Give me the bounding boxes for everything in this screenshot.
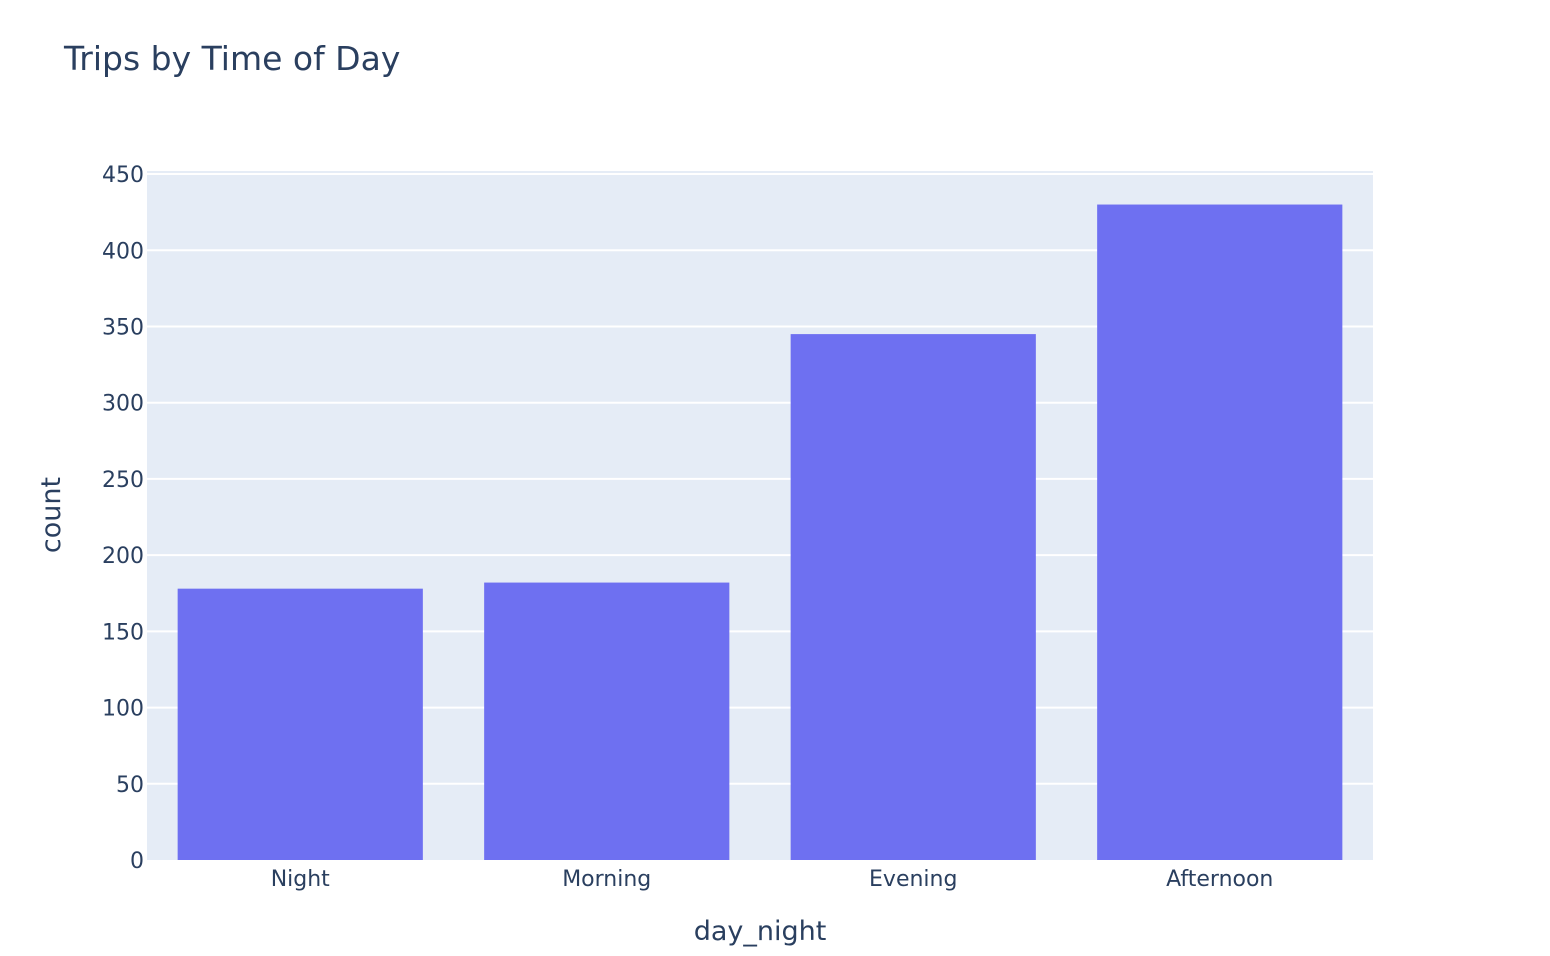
x-axis-title: day_night bbox=[694, 916, 827, 947]
y-tick-label: 100 bbox=[102, 697, 144, 722]
chart-title: Trips by Time of Day bbox=[63, 39, 400, 78]
y-tick-label: 250 bbox=[102, 468, 144, 493]
y-axis-title: count bbox=[36, 477, 67, 553]
y-tick-label: 450 bbox=[102, 163, 144, 188]
x-tick-label: Night bbox=[271, 867, 330, 892]
x-tick-label: Morning bbox=[562, 867, 651, 892]
y-tick-label: 50 bbox=[116, 773, 144, 798]
x-tick-label: Evening bbox=[869, 867, 957, 892]
y-tick-label: 0 bbox=[130, 849, 144, 874]
y-tick-label: 150 bbox=[102, 620, 144, 645]
y-tick-label: 350 bbox=[102, 315, 144, 340]
bar-afternoon[interactable] bbox=[1097, 204, 1343, 860]
x-tick-label: Afternoon bbox=[1166, 867, 1273, 892]
x-axis-ticks: Night Morning Evening Afternoon bbox=[271, 867, 1274, 892]
y-tick-label: 300 bbox=[102, 392, 144, 417]
y-axis-ticks: 0 50 100 150 200 250 300 350 400 450 bbox=[102, 163, 144, 874]
bar-night[interactable] bbox=[177, 588, 423, 860]
y-tick-label: 400 bbox=[102, 239, 144, 264]
bars bbox=[177, 204, 1343, 860]
bar-morning[interactable] bbox=[484, 582, 730, 860]
y-tick-label: 200 bbox=[102, 544, 144, 569]
bar-evening[interactable] bbox=[790, 334, 1036, 860]
